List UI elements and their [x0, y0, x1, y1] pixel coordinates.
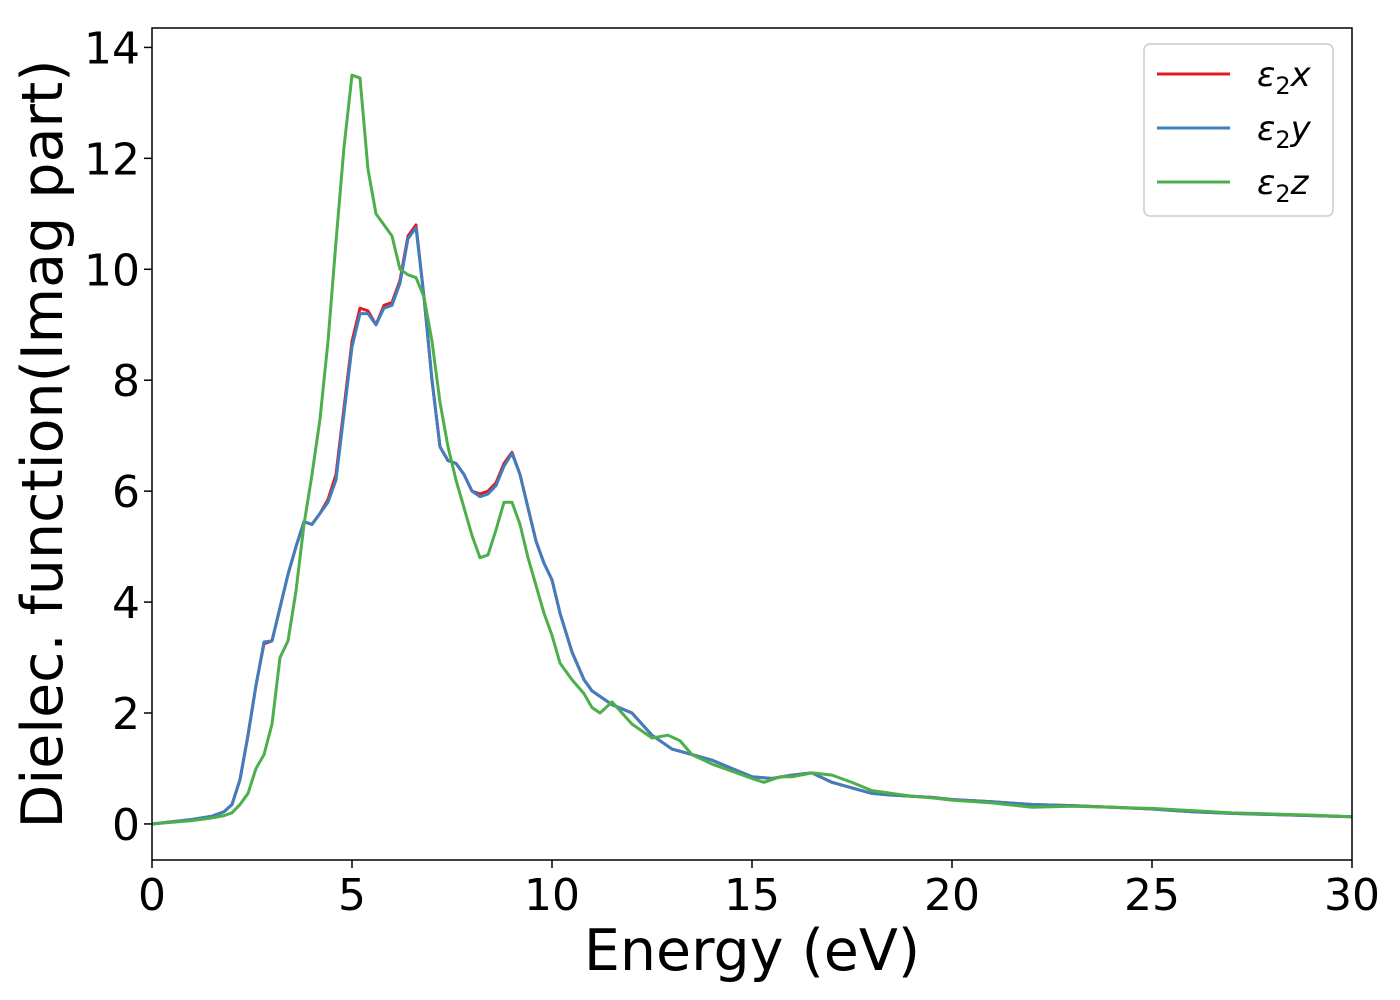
y-tick-label: 8 — [112, 356, 140, 407]
series-line-y — [152, 226, 1352, 826]
series-line-x — [152, 223, 1352, 826]
legend-label-x: ε2x — [1257, 55, 1312, 100]
y-tick-label: 10 — [84, 245, 140, 296]
x-axis-label: Energy (eV) — [584, 918, 920, 984]
y-tick-label: 4 — [112, 578, 140, 629]
series-line-z — [152, 73, 1352, 826]
y-tick-label: 14 — [84, 23, 140, 74]
x-tick-label: 20 — [924, 870, 980, 921]
legend-label-y: ε2y — [1257, 109, 1312, 154]
x-tick-label: 30 — [1324, 870, 1380, 921]
x-tick-label: 25 — [1124, 870, 1180, 921]
legend-box — [1143, 43, 1334, 217]
legend-label-z: ε2z — [1257, 163, 1310, 208]
y-tick-label: 12 — [84, 134, 140, 185]
y-tick-label: 0 — [112, 800, 140, 851]
x-tick-label: 15 — [724, 870, 780, 921]
y-axis-label: Dielec. function(Imag part) — [10, 59, 76, 828]
x-tick-label: 0 — [138, 870, 166, 921]
x-tick-label: 5 — [338, 870, 366, 921]
x-tick-label: 10 — [524, 870, 580, 921]
y-tick-label: 6 — [112, 467, 140, 518]
y-tick-label: 2 — [112, 689, 140, 740]
